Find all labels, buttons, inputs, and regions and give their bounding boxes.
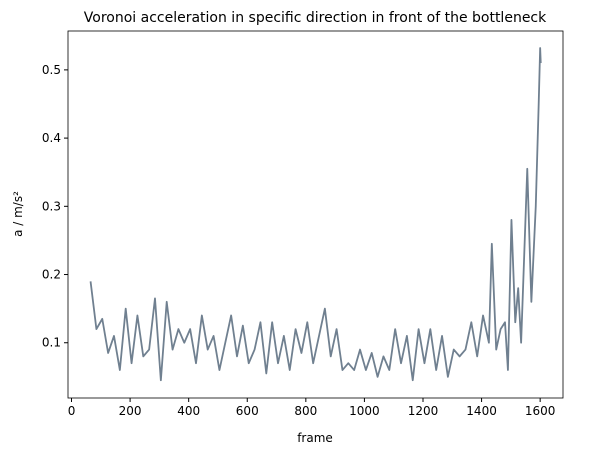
x-tick-label: 1000: [349, 404, 380, 418]
x-tick-label: 1400: [466, 404, 497, 418]
x-tick-label: 800: [294, 404, 317, 418]
data-line: [89, 47, 542, 382]
y-tick-label: 0.3: [42, 199, 61, 213]
chart-title: Voronoi acceleration in specific directi…: [84, 10, 547, 26]
x-tick-label: 600: [236, 404, 259, 418]
y-tick-label: 0.1: [42, 336, 61, 350]
x-tick-label: 400: [177, 404, 200, 418]
x-axis-label: frame: [297, 431, 333, 445]
x-tick-label: 200: [119, 404, 142, 418]
y-tick-label: 0.4: [42, 131, 61, 145]
y-tick-label: 0.2: [42, 268, 61, 282]
plot-frame: [67, 30, 564, 399]
x-tick-label: 1200: [408, 404, 439, 418]
y-axis-label: a / m/s²: [11, 191, 25, 237]
y-tick-label: 0.5: [42, 63, 61, 77]
x-tick-label: 0: [68, 404, 76, 418]
x-tick-label: 1600: [525, 404, 556, 418]
